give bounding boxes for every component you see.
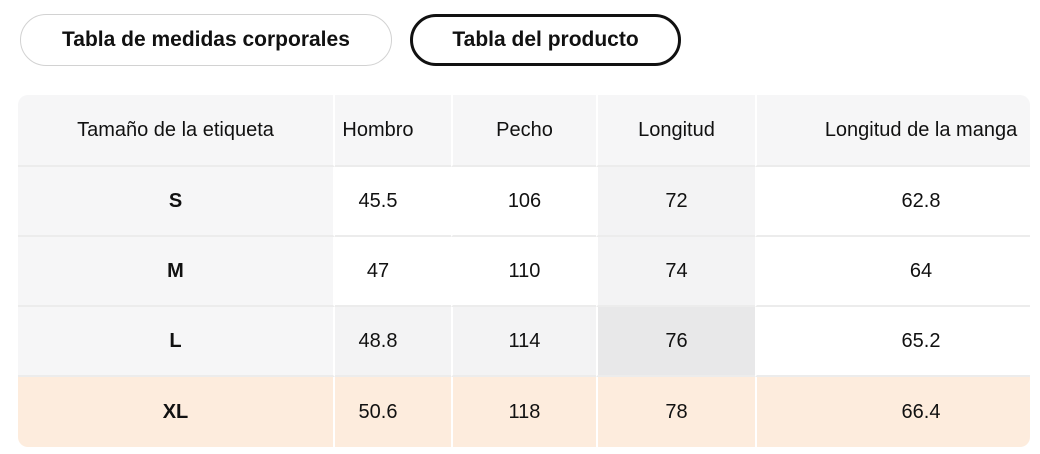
size-table-body: S 45.5 106 72 62.8 M 47 110 74 64 L 48.8 114 76 65.2 XL… (18, 167, 1030, 447)
table-row-s: S 45.5 106 72 62.8 (18, 167, 1030, 237)
cell-m-longitud[interactable]: 74 (596, 237, 755, 307)
header-row: Tamaño de la etiqueta Hombro Pecho Longitud… (18, 95, 1030, 167)
row-label-m[interactable]: M (18, 237, 335, 307)
column-header-longitud: Longitud (596, 95, 755, 167)
table-row-m: M 47 110 74 64 (18, 237, 1030, 307)
size-table-scroll-area[interactable]: Tamaño de la etiqueta Hombro Pecho Longitud… (18, 95, 1030, 447)
tab-product-measurements[interactable]: Tabla del producto (409, 14, 682, 66)
row-label-l[interactable]: L (18, 307, 335, 377)
cell-xl-longitud[interactable]: 78 (596, 377, 755, 447)
table-row-l: L 48.8 114 76 65.2 (18, 307, 1030, 377)
size-chart-tabs: Tabla de medidas corporales Tabla del pr… (0, 0, 1040, 66)
column-header-pecho: Pecho (451, 95, 596, 167)
cell-s-longitud[interactable]: 72 (596, 167, 755, 237)
cell-l-longitud-de-la-manga[interactable]: 65.2 (755, 307, 1030, 377)
column-header-longitud-de-la-manga: Longitud de la manga (755, 95, 1030, 167)
tab-body-measurements[interactable]: Tabla de medidas corporales (20, 14, 392, 66)
cell-xl-longitud-de-la-manga[interactable]: 66.4 (755, 377, 1030, 447)
column-header-tamano-de-la-etiqueta: Tamaño de la etiqueta (18, 95, 335, 167)
cell-s-pecho[interactable]: 106 (451, 167, 596, 237)
cell-m-pecho[interactable]: 110 (451, 237, 596, 307)
row-label-xl[interactable]: XL (18, 377, 335, 447)
row-label-s[interactable]: S (18, 167, 335, 237)
cell-xl-pecho[interactable]: 118 (451, 377, 596, 447)
size-table: Tamaño de la etiqueta Hombro Pecho Longitud… (18, 95, 1030, 447)
cell-m-longitud-de-la-manga[interactable]: 64 (755, 237, 1030, 307)
table-row-xl: XL 50.6 118 78 66.4 (18, 377, 1030, 447)
cell-l-longitud[interactable]: 76 (596, 307, 755, 377)
cell-s-longitud-de-la-manga[interactable]: 62.8 (755, 167, 1030, 237)
cell-l-pecho[interactable]: 114 (451, 307, 596, 377)
